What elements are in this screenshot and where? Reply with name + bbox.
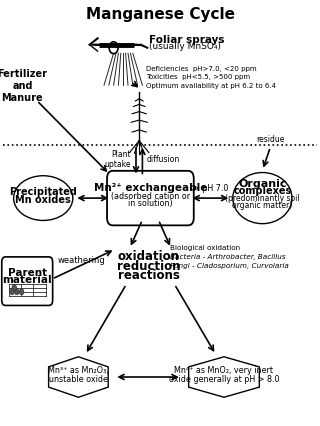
Text: Mn⁴⁺ as MnO₂, very inert: Mn⁴⁺ as MnO₂, very inert — [174, 366, 274, 375]
Text: Fertilizer
and
Manure: Fertilizer and Manure — [0, 69, 47, 104]
Text: residue: residue — [256, 135, 284, 144]
Text: complexes: complexes — [233, 186, 292, 196]
Circle shape — [109, 42, 118, 54]
FancyBboxPatch shape — [2, 257, 52, 305]
Text: Mn³⁺ as Mn₂O₃,: Mn³⁺ as Mn₂O₃, — [48, 366, 109, 375]
Text: reactions: reactions — [118, 269, 180, 282]
Text: Mn oxides: Mn oxides — [15, 195, 71, 205]
Text: Biological oxidation: Biological oxidation — [170, 245, 240, 251]
Text: organic matter): organic matter) — [232, 201, 292, 210]
Circle shape — [19, 289, 24, 295]
Ellipse shape — [233, 173, 292, 224]
Text: (adsorbed cation or: (adsorbed cation or — [111, 192, 190, 201]
Text: reduction: reduction — [117, 260, 180, 273]
Text: Plant
uptake: Plant uptake — [105, 150, 131, 169]
Text: material: material — [2, 275, 52, 285]
Text: > pH 7.0: > pH 7.0 — [193, 184, 228, 193]
Polygon shape — [189, 357, 259, 397]
Text: Deficiencies  pH>7.0, <20 ppm
Toxicities  pH<5.5, >500 ppm
Optimum availability : Deficiencies pH>7.0, <20 ppm Toxicities … — [146, 66, 276, 89]
Text: unstable oxide: unstable oxide — [49, 374, 108, 384]
Text: Foliar sprays: Foliar sprays — [149, 35, 224, 46]
Text: Parent: Parent — [8, 268, 47, 279]
Text: oxidation: oxidation — [118, 250, 180, 263]
Text: Bacteria - Arthrobacter, Bacillus: Bacteria - Arthrobacter, Bacillus — [170, 254, 285, 260]
Ellipse shape — [14, 176, 73, 221]
Circle shape — [10, 289, 14, 295]
Polygon shape — [49, 357, 108, 397]
Circle shape — [15, 289, 19, 295]
Text: Organic: Organic — [238, 179, 287, 189]
Text: Manganese Cycle: Manganese Cycle — [85, 7, 235, 23]
Text: (usually MnSO₄): (usually MnSO₄) — [149, 42, 221, 52]
Text: oxide generally at pH > 8.0: oxide generally at pH > 8.0 — [169, 374, 279, 384]
Text: diffusion: diffusion — [146, 155, 180, 164]
Text: (predominantly soil: (predominantly soil — [225, 194, 300, 204]
Circle shape — [12, 285, 17, 291]
Text: in solution): in solution) — [128, 199, 173, 208]
Text: Mn²⁺ exchangeable: Mn²⁺ exchangeable — [94, 183, 207, 193]
FancyBboxPatch shape — [107, 171, 194, 225]
Text: weathering: weathering — [58, 256, 106, 265]
Text: Precipitated: Precipitated — [9, 187, 77, 197]
Text: Fungi - Cladosporium, Curvolaria: Fungi - Cladosporium, Curvolaria — [170, 263, 288, 269]
